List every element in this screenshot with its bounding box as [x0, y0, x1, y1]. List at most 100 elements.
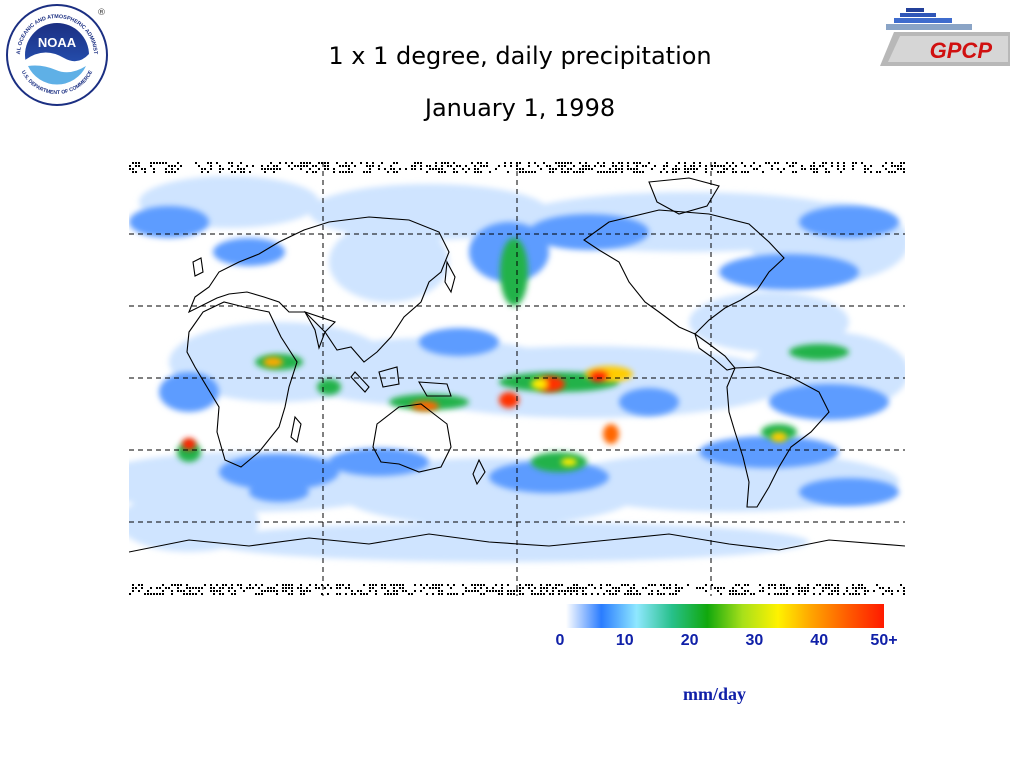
- colorbar-tick-label: 0: [555, 632, 565, 649]
- missing-data-pixel: [852, 587, 854, 589]
- missing-data-pixel: [801, 587, 803, 589]
- intense-precip-core: [499, 392, 519, 408]
- missing-data-pixel: [174, 171, 176, 173]
- missing-data-pixel: [180, 590, 182, 592]
- missing-data-pixel: [828, 584, 830, 586]
- missing-data-pixel: [387, 593, 389, 595]
- missing-data-pixel: [318, 587, 320, 589]
- coast-madagascar: [290, 415, 302, 444]
- coast-eurasia: [187, 216, 450, 363]
- missing-data-pixel: [438, 590, 440, 592]
- missing-data-pixel: [615, 168, 617, 170]
- missing-data-pixel: [441, 168, 443, 170]
- missing-data-pixel: [546, 165, 548, 167]
- missing-data-pixel: [465, 165, 467, 167]
- missing-data-pixel: [585, 168, 587, 170]
- missing-data-pixel: [462, 593, 464, 595]
- missing-data-pixel: [240, 587, 242, 589]
- missing-data-pixel: [603, 171, 605, 173]
- missing-data-pixel: [612, 587, 614, 589]
- missing-data-pixel: [792, 165, 794, 167]
- missing-data-pixel: [219, 587, 221, 589]
- missing-data-pixel: [627, 590, 629, 592]
- missing-data-pixel: [786, 590, 788, 592]
- missing-data-pixel: [300, 584, 302, 586]
- missing-data-pixel: [192, 593, 194, 595]
- missing-data-pixel: [441, 590, 443, 592]
- missing-data-pixel: [759, 165, 761, 167]
- missing-data-pixel: [519, 171, 521, 173]
- missing-data-pixel: [762, 587, 764, 589]
- missing-data-pixel: [336, 593, 338, 595]
- missing-data-pixel: [609, 171, 611, 173]
- missing-data-pixel: [852, 593, 854, 595]
- missing-data-pixel: [171, 590, 173, 592]
- missing-data-pixel: [447, 584, 449, 586]
- missing-data-pixel: [570, 593, 572, 595]
- missing-data-pixel: [729, 165, 731, 167]
- missing-data-pixel: [726, 162, 728, 164]
- missing-data-pixel: [768, 162, 770, 164]
- missing-data-pixel: [834, 587, 836, 589]
- missing-data-pixel: [501, 584, 503, 586]
- missing-data-pixel: [369, 587, 371, 589]
- missing-data-pixel: [267, 587, 269, 589]
- missing-data-pixel: [723, 168, 725, 170]
- missing-data-pixel: [162, 162, 164, 164]
- missing-data-pixel: [435, 584, 437, 586]
- missing-data-pixel: [522, 587, 524, 589]
- missing-data-pixel: [741, 587, 743, 589]
- missing-data-pixel: [369, 165, 371, 167]
- missing-data-pixel: [645, 165, 647, 167]
- missing-data-pixel: [312, 171, 314, 173]
- missing-data-pixel: [288, 587, 290, 589]
- missing-data-pixel: [402, 590, 404, 592]
- missing-data-pixel: [675, 168, 677, 170]
- missing-data-pixel: [339, 584, 341, 586]
- missing-data-pixel: [810, 168, 812, 170]
- missing-data-pixel: [501, 590, 503, 592]
- missing-data-rows: [129, 162, 905, 595]
- missing-data-pixel: [432, 593, 434, 595]
- missing-data-pixel: [186, 587, 188, 589]
- missing-data-pixel: [435, 587, 437, 589]
- missing-data-pixel: [399, 587, 401, 589]
- missing-data-pixel: [564, 590, 566, 592]
- missing-data-pixel: [231, 587, 233, 589]
- missing-data-pixel: [396, 162, 398, 164]
- missing-data-pixel: [822, 587, 824, 589]
- missing-data-pixel: [297, 165, 299, 167]
- missing-data-pixel: [681, 587, 683, 589]
- missing-data-pixel: [882, 593, 884, 595]
- missing-data-pixel: [276, 168, 278, 170]
- missing-data-pixel: [168, 587, 170, 589]
- missing-data-pixel: [582, 587, 584, 589]
- missing-data-pixel: [609, 593, 611, 595]
- coast-australia: [372, 403, 452, 473]
- missing-data-pixel: [672, 171, 674, 173]
- missing-data-pixel: [558, 584, 560, 586]
- missing-data-pixel: [330, 587, 332, 589]
- missing-data-pixel: [819, 593, 821, 595]
- missing-data-pixel: [132, 171, 134, 173]
- missing-data-pixel: [528, 165, 530, 167]
- missing-data-pixel: [831, 593, 833, 595]
- missing-data-pixel: [810, 165, 812, 167]
- missing-data-pixel: [585, 593, 587, 595]
- missing-data-pixel: [378, 165, 380, 167]
- missing-data-pixel: [501, 593, 503, 595]
- missing-data-pixel: [621, 165, 623, 167]
- missing-data-pixel: [663, 584, 665, 586]
- missing-data-pixel: [759, 584, 761, 586]
- missing-data-pixel: [195, 162, 197, 164]
- missing-data-pixel: [486, 162, 488, 164]
- missing-data-pixel: [132, 590, 134, 592]
- missing-data-pixel: [360, 593, 362, 595]
- missing-data-pixel: [315, 584, 317, 586]
- coast-new-guinea: [418, 381, 452, 397]
- missing-data-pixel: [603, 165, 605, 167]
- moderate-precip-area: [129, 206, 209, 238]
- missing-data-pixel: [903, 168, 905, 170]
- missing-data-pixel: [381, 584, 383, 586]
- missing-data-pixel: [435, 162, 437, 164]
